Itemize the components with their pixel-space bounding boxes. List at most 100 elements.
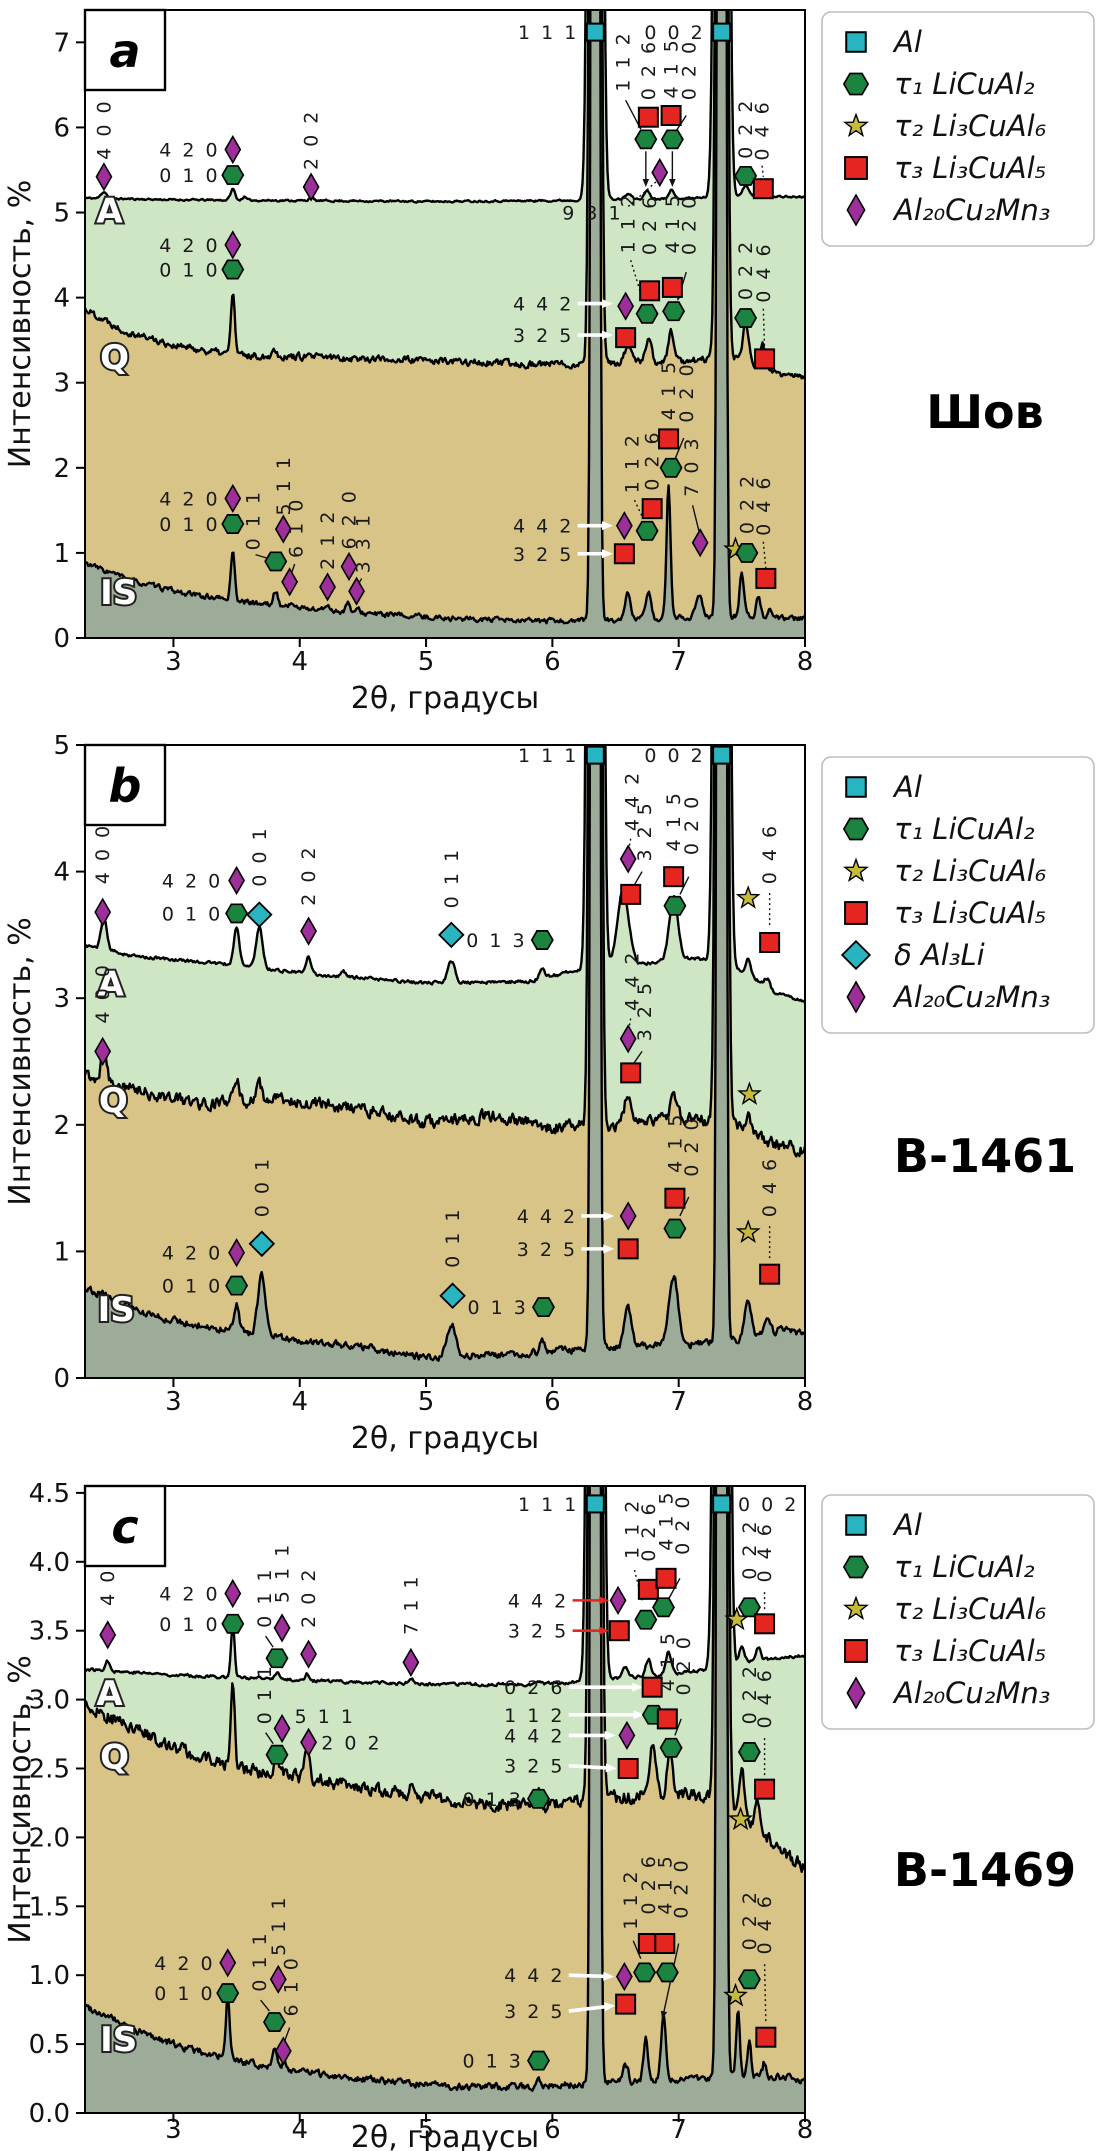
phase-marker-mn	[95, 162, 113, 192]
peak-label: 4 1 5	[656, 1490, 678, 1551]
phase-marker-al	[585, 1494, 605, 1514]
x-tick-label: 3	[165, 647, 182, 677]
phase-marker-dl	[246, 901, 273, 928]
phase-marker-t3	[620, 883, 642, 905]
y-tick-label: 0	[53, 624, 70, 654]
peak-label: 4 0 0	[93, 99, 115, 160]
y-tick-label: 0.0	[29, 2099, 70, 2129]
phase-marker-t1	[221, 1613, 245, 1634]
phase-marker-dl	[438, 921, 465, 949]
legend-label: τ₂ Li₃CuAl₆	[894, 854, 1046, 888]
peak-label: 0 1 1	[254, 1567, 276, 1628]
phase-marker-t3	[654, 1933, 676, 1955]
phase-marker-mn	[274, 2036, 292, 2066]
x-axis-title: 2θ, градусы	[351, 1421, 539, 1456]
legend-label: τ₂ Li₃CuAl₆	[894, 1592, 1046, 1626]
phase-marker-t3	[620, 1062, 642, 1084]
peak-label: 4 1 5	[662, 193, 684, 254]
peak-label: 5 1 1	[273, 455, 295, 516]
peak-label: 5 1 1	[272, 1542, 294, 1603]
peak-label: 4 4 2	[513, 294, 574, 316]
peak-label: 0 4 6	[753, 242, 775, 303]
peak-label: 2 1 2	[317, 509, 339, 570]
phase-marker-t3	[754, 348, 776, 370]
legend-marker-t1	[842, 1555, 870, 1579]
phase-marker-t1	[225, 903, 249, 924]
peak-label: 0 1 1	[254, 1664, 276, 1725]
curve-line-A	[85, 10, 805, 204]
peak-label: 0 1 0	[162, 1276, 223, 1298]
peak-label: 0 2 2	[739, 1519, 761, 1580]
peak-label: 0 2 0	[676, 362, 698, 423]
legend-label: Al	[892, 770, 922, 804]
sample-label: Шов	[926, 385, 1044, 439]
peak-label: 0 1 1	[249, 1931, 271, 1992]
peak-label: 2 0 2	[298, 845, 320, 906]
phase-marker-mn	[619, 1024, 637, 1054]
phase-marker-t3	[754, 1778, 776, 1800]
peak-label: 4 2 0	[162, 870, 223, 892]
peak-label: 0 2 0	[673, 1635, 695, 1696]
peak-label: 3 2 5	[504, 1756, 565, 1778]
phase-marker-t2	[737, 1081, 762, 1105]
legend-entry: τ₁ LiCuAl₂	[842, 812, 1035, 846]
legend-marker-dl	[840, 939, 872, 971]
phase-marker-mn	[618, 1720, 636, 1751]
phase-marker-mn	[302, 172, 320, 202]
peak-label: 0 2 6	[639, 194, 661, 255]
x-tick-label: 7	[670, 647, 687, 677]
phase-marker-t2	[735, 1219, 761, 1243]
phase-marker-mn	[224, 483, 242, 514]
phase-marker-mn	[224, 230, 242, 260]
peak-label: 4 2 0	[159, 140, 220, 162]
phase-marker-t3	[615, 1993, 637, 2015]
peak-label: 3 2 5	[504, 2001, 565, 2023]
peak-label: 4 4 2	[508, 1590, 569, 1612]
peak-label: 0 2 2	[739, 1890, 761, 1951]
legend-marker-t2	[843, 857, 869, 882]
phase-marker-t1	[264, 551, 288, 572]
x-axis-title: 2θ, градусы	[351, 681, 539, 716]
peak-label: 0 2 0	[681, 1116, 703, 1177]
phase-marker-mn	[619, 1201, 637, 1231]
peak-label: 0 0 2	[738, 1494, 799, 1516]
phase-marker-mn	[228, 865, 246, 896]
legend-entry: τ₂ Li₃CuAl₆	[843, 1592, 1046, 1626]
phase-marker-mn	[615, 1961, 633, 1992]
legend-entry: Al₂₀Cu₂Mn₃	[846, 193, 1050, 227]
curve-line-IS	[85, 745, 805, 1362]
x-tick-label: 4	[291, 647, 308, 677]
legend-entry: τ₂ Li₃CuAl₆	[843, 109, 1046, 143]
peak-label: 1 1 1	[518, 22, 579, 44]
phase-marker-mn	[300, 1639, 318, 1669]
legend-entry: δ Al₃Li	[840, 938, 985, 972]
phase-marker-mn	[269, 1964, 287, 1994]
peak-label: 0 2 6	[638, 1854, 660, 1915]
phase-marker-t1	[655, 1962, 679, 1983]
legend-entry: Al	[845, 770, 922, 804]
phase-marker-t1	[221, 165, 245, 186]
y-tick-label: 3	[53, 984, 70, 1014]
phase-marker-t1	[633, 1962, 657, 1983]
legend-label: τ₁ LiCuAl₂	[894, 67, 1035, 101]
legend: Al τ₁ LiCuAl₂ τ₂ Li₃CuAl₆ τ₃ Li₃CuAl₅ Al₂₀Cu…	[821, 1494, 1095, 1730]
y-tick-label: 4	[53, 858, 70, 888]
phase-marker-mn	[281, 567, 299, 597]
peak-label: 4 2 0	[162, 1243, 223, 1265]
x-tick-label: 6	[544, 647, 561, 677]
y-tick-label: 3.5	[29, 1617, 70, 1647]
peak-label: 3 2 5	[634, 980, 656, 1041]
phase-marker-mn	[300, 1727, 318, 1757]
peak-label: 0 4 6	[759, 823, 781, 884]
peak-label: 4 4 2	[504, 1965, 565, 1987]
legend-label: Al₂₀Cu₂Mn₃	[892, 980, 1050, 1014]
legend-marker-mn	[846, 980, 866, 1014]
phase-marker-t1	[737, 1742, 761, 1762]
curve-label-Q: Q	[100, 1737, 129, 1777]
curve-label-A: A	[98, 965, 125, 1005]
legend-label: τ₂ Li₃CuAl₆	[894, 109, 1046, 143]
legend-marker-mn	[846, 1676, 866, 1710]
peak-label: 5 1 1	[268, 1895, 290, 1956]
